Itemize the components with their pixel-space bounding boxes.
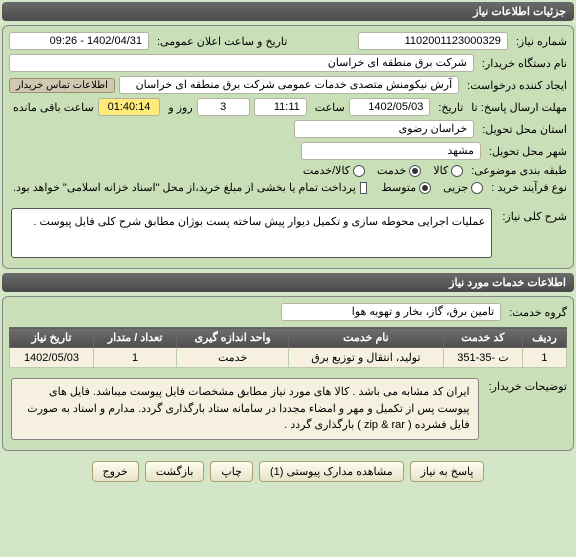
radio-kala-label: کالا: [433, 164, 448, 177]
info-panel: شماره نیاز: 1102001123000329 تاریخ و ساع…: [2, 25, 574, 269]
th-code: کد خدمت: [443, 328, 522, 348]
th-unit: واحد اندازه گیری: [177, 328, 289, 348]
deadline-date: 1402/05/03: [349, 98, 431, 116]
title-bar: جزئیات اطلاعات نیاز: [2, 2, 574, 21]
td-date: 1402/05/03: [10, 348, 94, 368]
date-label: تاریخ:: [434, 101, 463, 114]
desc-label: شرح کلی نیاز:: [498, 204, 567, 223]
pay-checkbox[interactable]: [360, 182, 367, 194]
radio-partial-label: جزیی: [443, 181, 468, 194]
radio-kala[interactable]: کالا: [433, 164, 463, 177]
need-no-label: شماره نیاز:: [512, 35, 567, 48]
city-field: مشهد: [301, 142, 481, 160]
contact-button[interactable]: اطلاعات تماس خریدار: [9, 78, 115, 93]
city-label: شهر محل تحویل:: [485, 145, 567, 158]
services-table: ردیف کد خدمت نام خدمت واحد اندازه گیری ت…: [9, 327, 567, 368]
table-row: 1 ت -35-351 تولید، انتقال و توزیع برق خد…: [10, 348, 567, 368]
announce-field: 1402/04/31 - 09:26: [9, 32, 149, 50]
back-button[interactable]: بازگشت: [145, 461, 205, 482]
days-field: 3: [197, 98, 250, 116]
exit-button[interactable]: خروج: [92, 461, 139, 482]
desc-box: عملیات اجرایی محوطه سازی و تکمیل دیوار پ…: [11, 208, 492, 258]
days-label: روز و: [164, 101, 192, 114]
buyer-field: شرکت برق منطقه ای خراسان: [9, 54, 474, 72]
buyer-note-box: ایران کد مشابه می باشد . کالا های مورد ن…: [11, 378, 479, 440]
buyer-label: نام دستگاه خریدار:: [478, 57, 567, 70]
td-row: 1: [522, 348, 566, 368]
pay-note: پرداخت تمام یا بخشی از مبلغ خرید،از محل …: [9, 181, 356, 194]
time-label: ساعت: [311, 101, 345, 114]
attachments-button[interactable]: مشاهده مدارک پیوستی (1): [259, 461, 404, 482]
radio-both-label: کالا/خدمت: [303, 164, 350, 177]
print-button[interactable]: چاپ: [210, 461, 253, 482]
service-group-field: تامین برق، گاز، بخار و تهویه هوا: [281, 303, 501, 321]
radio-medium-label: متوسط: [382, 181, 417, 194]
td-unit: خدمت: [177, 348, 289, 368]
province-field: خراسان رضوی: [294, 120, 474, 138]
buy-type-label: نوع فرآیند خرید :: [487, 181, 567, 194]
td-name: تولید، انتقال و توزیع برق: [288, 348, 443, 368]
th-name: نام خدمت: [288, 328, 443, 348]
td-qty: 1: [93, 348, 176, 368]
th-row: ردیف: [522, 328, 566, 348]
section-info-bar: اطلاعات خدمات مورد نیاز: [2, 273, 574, 292]
radio-both[interactable]: کالا/خدمت: [303, 164, 365, 177]
respond-button[interactable]: پاسخ به نیاز: [410, 461, 485, 482]
province-label: استان محل تحویل:: [478, 123, 567, 136]
deadline-time: 11:11: [254, 98, 307, 116]
button-row: پاسخ به نیاز مشاهده مدارک پیوستی (1) چاپ…: [2, 455, 574, 488]
th-qty: تعداد / متدار: [93, 328, 176, 348]
creator-field: آرش نیکومنش متصدی خدمات عمومی شرکت برق م…: [119, 76, 459, 94]
service-panel: گروه خدمت: تامین برق، گاز، بخار و تهویه …: [2, 296, 574, 451]
td-code: ت -35-351: [443, 348, 522, 368]
creator-label: ایجاد کننده درخواست:: [463, 79, 567, 92]
remain-field: 01:40:14: [98, 98, 161, 116]
th-date: تاریخ نیاز: [10, 328, 94, 348]
radio-medium[interactable]: متوسط: [382, 181, 432, 194]
radio-khedmat[interactable]: خدمت: [377, 164, 421, 177]
subject-label: طبقه بندی موضوعی:: [467, 164, 567, 177]
need-no-field: 1102001123000329: [358, 32, 508, 50]
remain-label: ساعت باقی مانده: [9, 101, 94, 114]
deadline-label: مهلت ارسال پاسخ: تا: [467, 101, 567, 114]
announce-label: تاریخ و ساعت اعلان عمومی:: [153, 35, 287, 48]
buyer-note-label: توضیحات خریدار:: [485, 374, 567, 393]
radio-partial[interactable]: جزیی: [443, 181, 483, 194]
service-group-label: گروه خدمت:: [505, 306, 567, 319]
radio-khedmat-label: خدمت: [377, 164, 406, 177]
